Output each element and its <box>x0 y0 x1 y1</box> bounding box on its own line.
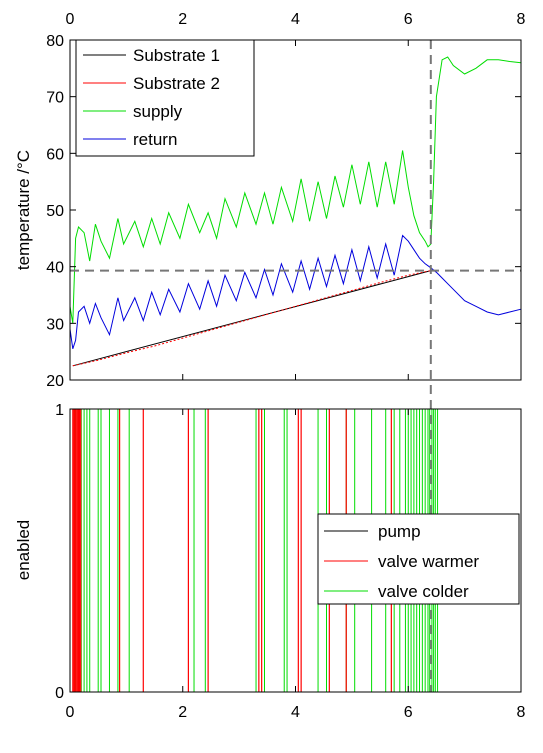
y-tick-label-bottom: 0 <box>55 685 64 702</box>
legend-top: Substrate 1 Substrate 2 supply return <box>75 39 255 157</box>
legend-label-substrate-2: Substrate 2 <box>133 74 220 93</box>
y-tick-label-top: 80 <box>46 33 64 50</box>
legend-label-valve-warmer: valve warmer <box>378 552 479 571</box>
y-tick-label-top: 20 <box>46 373 64 390</box>
legend-bottom: pump valve warmer valve colder <box>317 513 520 605</box>
x-tick-label-bottom: 0 <box>66 704 75 721</box>
series-line-return <box>69 234 522 349</box>
series-line-substrate-2 <box>72 270 431 367</box>
x-tick-label-top: 8 <box>517 11 526 28</box>
bottom-ylabel: enabled <box>14 520 33 581</box>
x-tick-label-top: 2 <box>178 11 187 28</box>
x-tick-label-bottom: 2 <box>178 704 187 721</box>
x-tick-label-top: 6 <box>404 11 413 28</box>
x-tick-label-bottom: 4 <box>291 704 300 721</box>
top-ylabel: temperature /°C <box>14 150 33 270</box>
legend-label-substrate-1: Substrate 1 <box>133 46 220 65</box>
y-tick-label-top: 40 <box>46 260 64 277</box>
legend-bottom-frame <box>317 513 520 605</box>
x-tick-label-top: 0 <box>66 11 75 28</box>
legend-top-frame <box>75 39 255 157</box>
y-tick-label-top: 50 <box>46 203 64 220</box>
y-tick-label-top: 30 <box>46 316 64 333</box>
x-tick-label-bottom: 6 <box>404 704 413 721</box>
legend-label-valve-colder: valve colder <box>378 582 469 601</box>
y-tick-label-top: 60 <box>46 146 64 163</box>
x-tick-label-top: 4 <box>291 11 300 28</box>
y-tick-label-top: 70 <box>46 90 64 107</box>
legend-label-supply: supply <box>133 102 183 121</box>
legend-label-return: return <box>133 130 177 149</box>
series-line-supply <box>69 56 522 324</box>
x-tick-label-bottom: 8 <box>517 704 526 721</box>
y-tick-label-bottom: 1 <box>55 402 64 419</box>
legend-label-pump: pump <box>378 522 421 541</box>
